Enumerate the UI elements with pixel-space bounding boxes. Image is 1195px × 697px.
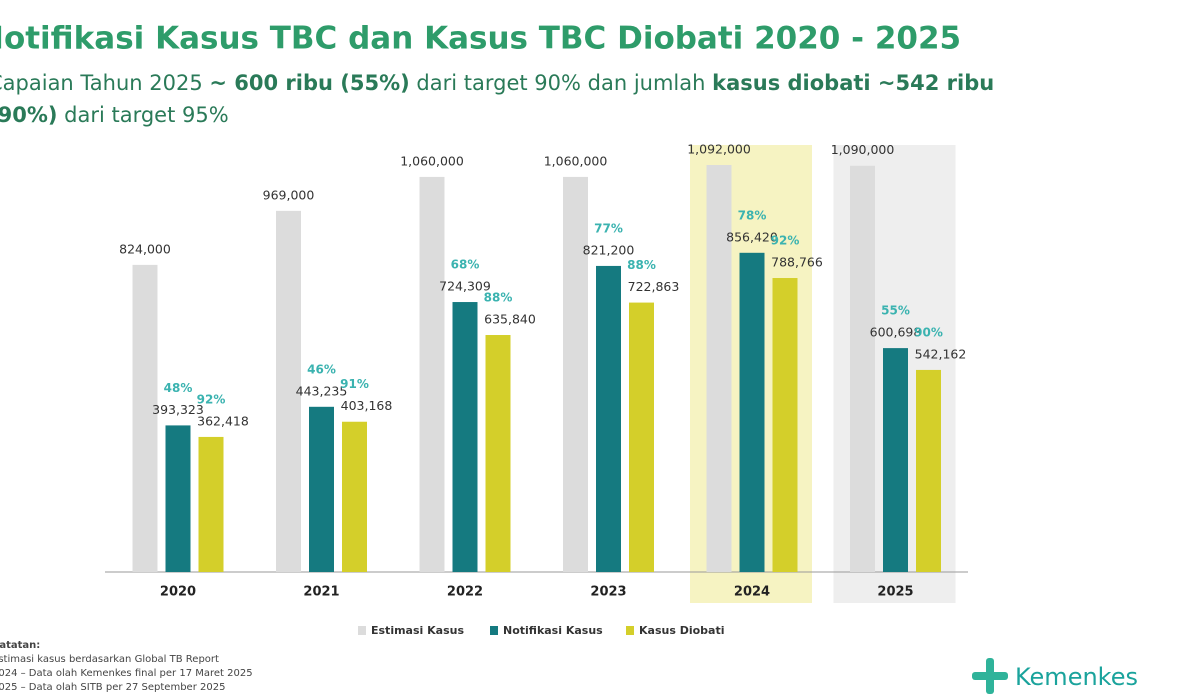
chart-title: Notifikasi Kasus TBC dan Kasus TBC Dioba… — [0, 21, 961, 57]
percent-label: 88% — [627, 258, 656, 272]
percent-label: 92% — [197, 392, 226, 406]
value-label: 821,200 — [583, 242, 635, 257]
bar — [276, 210, 301, 573]
value-label: 722,863 — [628, 279, 680, 294]
value-label: 724,309 — [439, 279, 491, 294]
x-tick-label: 2023 — [590, 585, 626, 600]
percent-label: 88% — [484, 291, 513, 305]
value-label: 393,323 — [152, 402, 204, 417]
percent-label: 68% — [451, 258, 480, 272]
value-label: 542,162 — [915, 346, 967, 361]
percent-label: 46% — [307, 362, 336, 376]
legend-swatch — [626, 626, 634, 635]
percent-label: 48% — [164, 381, 193, 395]
bar — [419, 176, 445, 572]
legend-swatch — [358, 626, 366, 635]
value-label: 824,000 — [119, 241, 171, 256]
subtitle-segment: (90%) — [0, 103, 57, 127]
bar — [706, 165, 732, 572]
value-label: 1,092,000 — [687, 142, 751, 157]
note: 2025 – Data olah SITB per 27 September 2… — [0, 682, 225, 693]
note: Catatan: — [0, 640, 40, 651]
value-label: 362,418 — [197, 413, 249, 428]
legend-label: Kasus Diobati — [639, 624, 725, 637]
subtitle-segment: Capaian Tahun 2025 — [0, 71, 209, 95]
value-label: 1,090,000 — [831, 142, 895, 157]
percent-label: 90% — [914, 325, 943, 339]
bar — [198, 436, 224, 572]
bar — [452, 302, 478, 572]
value-label: 969,000 — [263, 187, 315, 202]
logo-text: Kemenkes — [1015, 663, 1138, 691]
bar — [772, 278, 798, 572]
value-label: 856,420 — [726, 229, 778, 244]
bar — [629, 302, 654, 572]
value-label: 1,060,000 — [400, 153, 464, 168]
bar — [132, 264, 158, 572]
x-tick-label: 2025 — [877, 585, 913, 600]
subtitle-segment: dari target 95% — [57, 103, 228, 127]
bar — [309, 406, 334, 572]
bar — [916, 369, 941, 572]
bar — [563, 176, 588, 572]
bar — [739, 252, 765, 572]
subtitle-segment: kasus diobati ~542 ribu — [712, 71, 994, 95]
bar — [850, 165, 875, 572]
value-label: 403,168 — [341, 398, 393, 413]
x-tick-label: 2024 — [734, 585, 770, 600]
bar — [883, 348, 908, 572]
value-label: 635,840 — [484, 312, 536, 327]
value-label: 443,235 — [296, 383, 348, 398]
x-tick-label: 2020 — [160, 585, 196, 600]
value-label: 600,698 — [870, 325, 922, 340]
bar — [485, 335, 511, 572]
bar — [165, 425, 191, 572]
legend-label: Notifikasi Kasus — [503, 624, 603, 637]
legend-swatch — [490, 626, 498, 635]
note: 2024 – Data olah Kemenkes final per 17 M… — [0, 668, 253, 679]
subtitle-segment: ~ 600 ribu (55%) — [209, 71, 409, 95]
bar — [342, 421, 367, 572]
legend-label: Estimasi Kasus — [371, 624, 464, 637]
note: Estimasi kasus berdasarkan Global TB Rep… — [0, 654, 219, 665]
subtitle: (90%) dari target 95% — [0, 103, 229, 127]
percent-label: 91% — [340, 377, 369, 391]
percent-label: 77% — [594, 221, 623, 235]
value-label: 1,060,000 — [544, 153, 608, 168]
x-tick-label: 2021 — [303, 585, 339, 600]
subtitle-segment: dari target 90% dan jumlah — [410, 71, 712, 95]
percent-label: 55% — [881, 304, 910, 318]
percent-label: 92% — [771, 234, 800, 248]
value-label: 788,766 — [771, 255, 823, 270]
bar — [596, 265, 621, 572]
x-tick-label: 2022 — [447, 585, 483, 600]
percent-label: 78% — [738, 208, 767, 222]
subtitle: Capaian Tahun 2025 ~ 600 ribu (55%) dari… — [0, 71, 994, 95]
logo: Kemenkes — [972, 658, 1138, 694]
